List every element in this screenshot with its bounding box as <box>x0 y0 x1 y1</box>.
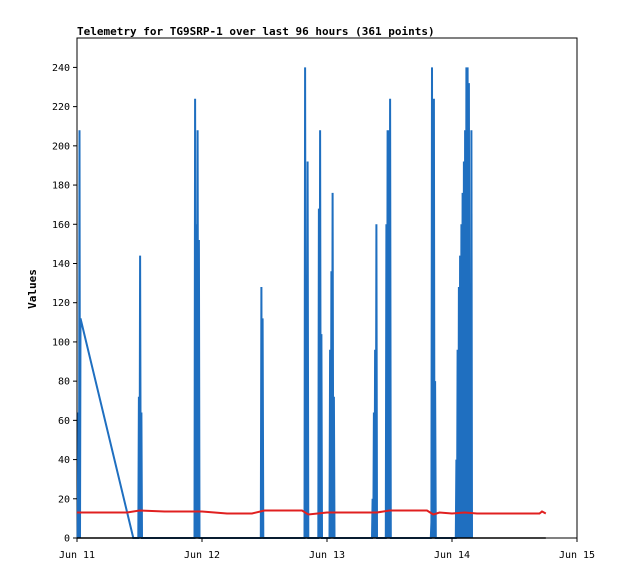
x-tick-label: Jun 13 <box>309 550 345 561</box>
y-axis-ticks: 0 20 40 60 80 100 120 140 160 180 200 220 240 <box>52 63 77 545</box>
series-layer <box>76 67 547 539</box>
series-1-line <box>77 509 547 516</box>
x-axis-ticks: Jun 11 Jun 12 Jun 13 Jun 14 Jun 15 <box>59 538 595 561</box>
series-0-line <box>76 67 473 539</box>
y-axis-title: Values <box>26 269 39 309</box>
y-tick-label: 60 <box>58 416 70 427</box>
chart-title: Telemetry for TG9SRP-1 over last 96 hour… <box>77 25 435 38</box>
y-tick-label: 0 <box>64 534 70 545</box>
x-tick-label: Jun 15 <box>559 550 595 561</box>
y-tick-label: 240 <box>52 63 70 74</box>
y-tick-label: 100 <box>52 337 70 348</box>
plot-frame <box>76 37 578 539</box>
y-tick-label: 40 <box>58 455 70 466</box>
x-tick-label: Jun 11 <box>59 550 95 561</box>
x-tick-label: Jun 14 <box>434 550 470 561</box>
y-tick-label: 180 <box>52 181 70 192</box>
y-tick-label: 80 <box>58 377 70 388</box>
y-tick-label: 20 <box>58 494 70 505</box>
x-tick-label: Jun 12 <box>184 550 220 561</box>
y-tick-label: 160 <box>52 220 70 231</box>
y-tick-label: 140 <box>52 259 70 270</box>
y-tick-label: 120 <box>52 298 70 309</box>
y-tick-label: 220 <box>52 102 70 113</box>
y-tick-label: 200 <box>52 141 70 152</box>
